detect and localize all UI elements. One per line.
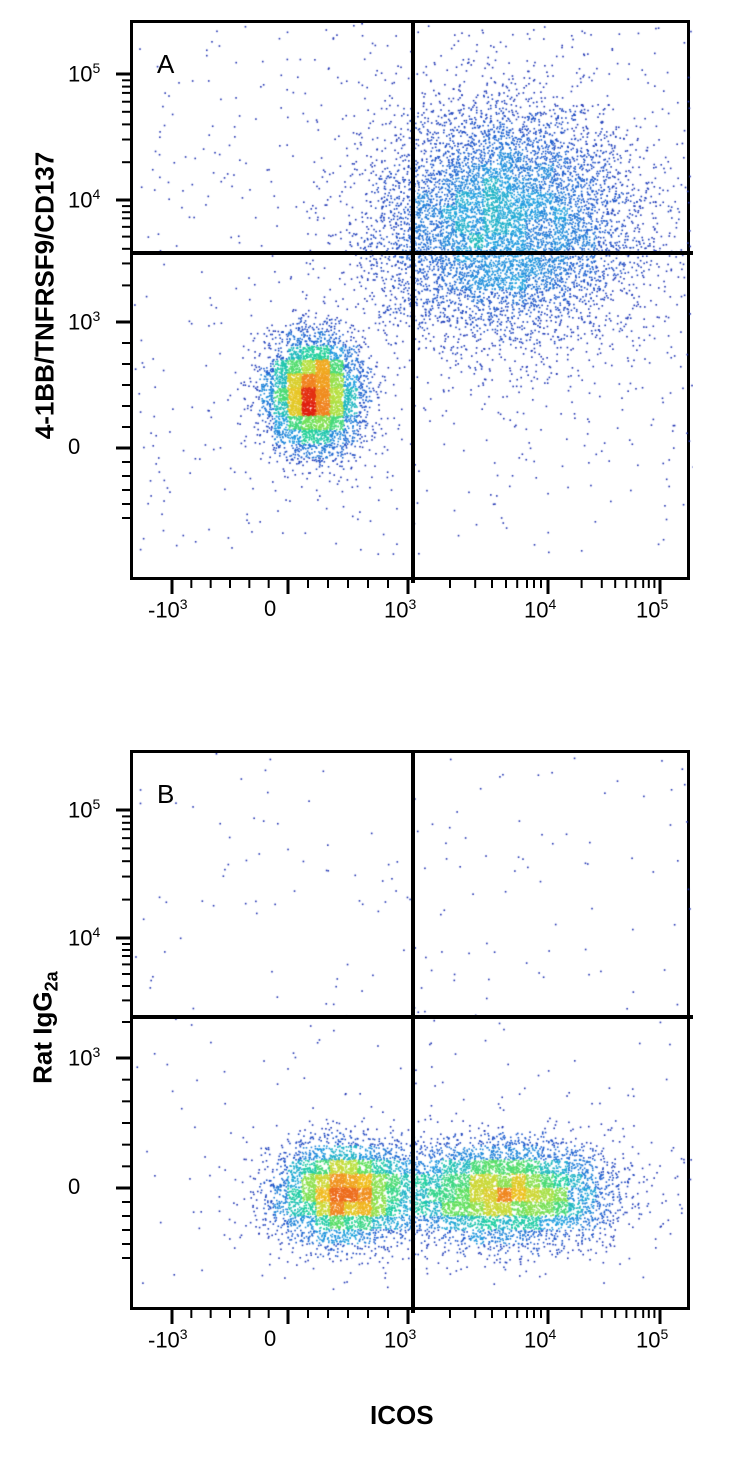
y-tick-label: 0 [68,434,80,460]
y-tick-label: 104 [68,186,100,213]
y-tick-label: 103 [68,1044,100,1071]
y-axis-label-a: 4-1BB/TNFRSF9/CD137 [30,136,61,456]
x-tick-label: 104 [524,596,556,623]
y-tick-label: 105 [68,796,100,823]
x-tick-label: 0 [264,1326,276,1352]
y-axis-label-b: Rat IgG2a [27,928,62,1128]
figure-root: A 4-1BB/TNFRSF9/CD137 B Rat IgG2a ICOS -… [0,0,739,1470]
x-tick-label: 103 [384,1326,416,1353]
x-tick-label: 104 [524,1326,556,1353]
y-tick-label: 104 [68,924,100,951]
x-tick-label: 105 [636,1326,668,1353]
x-tick-label: -103 [148,1326,188,1353]
x-tick-label: 103 [384,596,416,623]
y-tick-label: 0 [68,1174,80,1200]
x-tick-label: -103 [148,596,188,623]
x-axis-label: ICOS [370,1400,434,1431]
x-tick-label: 0 [264,596,276,622]
y-tick-label: 103 [68,308,100,335]
axis-ticks-a [130,20,690,580]
axis-ticks-b [130,750,690,1310]
x-tick-label: 105 [636,596,668,623]
y-tick-label: 105 [68,60,100,87]
